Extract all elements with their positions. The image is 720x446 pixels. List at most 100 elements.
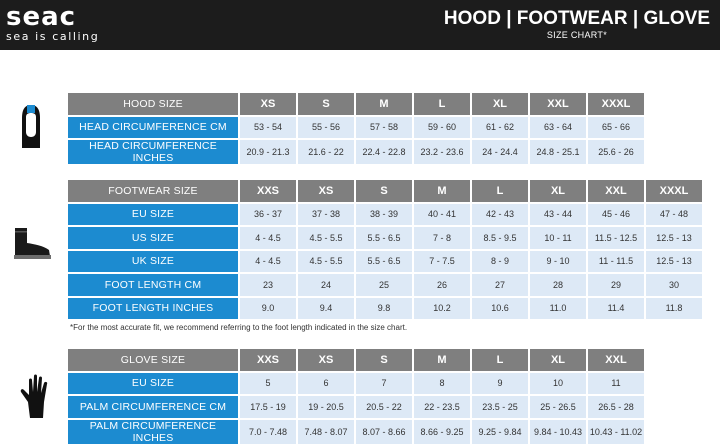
footwear-cell: 5.5 - 6.5 — [356, 227, 412, 249]
glove-cell: 9.25 - 9.84 — [472, 419, 528, 444]
footwear-cell: 8 - 9 — [472, 250, 528, 272]
footwear-cell: 11.0 — [530, 297, 586, 319]
glove-cell: 7.48 - 8.07 — [298, 419, 354, 444]
footwear-size-header: XS — [298, 180, 354, 202]
footwear-row-label: EU SIZE — [68, 203, 238, 225]
footwear-row-label: FOOT LENGTH INCHES — [68, 297, 238, 319]
hood-size-header: XXXL — [588, 93, 644, 115]
hood-cell: 55 - 56 — [298, 116, 354, 138]
glove-size-header: XXL — [588, 349, 644, 371]
hood-cell: 24.8 - 25.1 — [530, 140, 586, 164]
glove-cell: 8.07 - 8.66 — [356, 419, 412, 444]
footwear-cell: 11.4 — [588, 297, 644, 319]
footwear-cell: 4 - 4.5 — [240, 227, 296, 249]
footwear-cell: 4.5 - 5.5 — [298, 227, 354, 249]
footwear-row-label: FOOT LENGTH CM — [68, 274, 238, 296]
glove-size-header: M — [414, 349, 470, 371]
glove-size-header: XXS — [240, 349, 296, 371]
footwear-row-label: US SIZE — [68, 227, 238, 249]
glove-cell: 10.43 - 11.02 — [588, 419, 644, 444]
hood-cell: 63 - 64 — [530, 116, 586, 138]
dive-boot-icon — [12, 226, 52, 265]
hood-cell: 65 - 66 — [588, 116, 644, 138]
footwear-cell: 4.5 - 5.5 — [298, 250, 354, 272]
glove-cell: 11 — [588, 372, 644, 394]
glove-cell: 8 — [414, 372, 470, 394]
footwear-cell: 30 — [646, 274, 702, 296]
footwear-size-header: M — [414, 180, 470, 202]
footwear-cell: 36 - 37 — [240, 203, 296, 225]
footwear-cell: 43 - 44 — [530, 203, 586, 225]
footwear-size-header: L — [472, 180, 528, 202]
footwear-cell: 5.5 - 6.5 — [356, 250, 412, 272]
footwear-size-table: FOOTWEAR SIZE XXS XS S M L XL XXL XXXL EU SIZE 36 … — [66, 178, 704, 321]
hood-cell: 23.2 - 23.6 — [414, 140, 470, 164]
hood-header-label: HOOD SIZE — [68, 93, 238, 115]
hood-cell: 21.6 - 22 — [298, 140, 354, 164]
hood-size-header: XL — [472, 93, 528, 115]
glove-cell: 7.0 - 7.48 — [240, 419, 296, 444]
glove-cell: 5 — [240, 372, 296, 394]
brand-name: seac — [6, 2, 77, 32]
hood-row-label: HEAD CIRCUMFERENCE INCHES — [68, 140, 238, 164]
glove-row: PALM CIRCUMFERENCE INCHES 7.0 - 7.48 7.48 … — [68, 419, 644, 444]
hood-cell: 24 - 24.4 — [472, 140, 528, 164]
footwear-cell: 9 - 10 — [530, 250, 586, 272]
footwear-cell: 7 - 7.5 — [414, 250, 470, 272]
glove-cell: 23.5 - 25 — [472, 396, 528, 418]
footwear-cell: 9.4 — [298, 297, 354, 319]
glove-row-label: EU SIZE — [68, 372, 238, 394]
footwear-header-label: FOOTWEAR SIZE — [68, 180, 238, 202]
glove-cell: 9 — [472, 372, 528, 394]
footwear-cell: 24 — [298, 274, 354, 296]
footwear-size-header: XXXL — [646, 180, 702, 202]
footwear-row-label: UK SIZE — [68, 250, 238, 272]
glove-row: PALM CIRCUMFERENCE CM 17.5 - 19 19 - 20.5 2… — [68, 396, 644, 418]
footwear-cell: 9.0 — [240, 297, 296, 319]
glove-header-row: GLOVE SIZE XXS XS S M L XL XXL — [68, 349, 644, 371]
footwear-row: FOOT LENGTH INCHES 9.0 9.4 9.8 10.2 10.6 11.0 1… — [68, 297, 702, 319]
brand-tagline: sea is calling — [6, 30, 100, 43]
hood-header-row: HOOD SIZE XS S M L XL XXL XXXL — [68, 93, 644, 115]
hood-size-header: XXL — [530, 93, 586, 115]
glove-cell: 22 - 23.5 — [414, 396, 470, 418]
hood-row: HEAD CIRCUMFERENCE CM 53 - 54 55 - 56 57 - … — [68, 116, 644, 138]
glove-size-header: S — [356, 349, 412, 371]
footwear-cell: 29 — [588, 274, 644, 296]
footwear-cell: 37 - 38 — [298, 203, 354, 225]
footwear-row: US SIZE 4 - 4.5 4.5 - 5.5 5.5 - 6.5 7 - 8 8.5… — [68, 227, 702, 249]
glove-cell: 20.5 - 22 — [356, 396, 412, 418]
footwear-cell: 28 — [530, 274, 586, 296]
footwear-size-header: XL — [530, 180, 586, 202]
hood-cell: 61 - 62 — [472, 116, 528, 138]
glove-cell: 26.5 - 28 — [588, 396, 644, 418]
hood-cell: 57 - 58 — [356, 116, 412, 138]
glove-cell: 17.5 - 19 — [240, 396, 296, 418]
hood-size-header: S — [298, 93, 354, 115]
hood-cell: 53 - 54 — [240, 116, 296, 138]
footwear-cell: 12.5 - 13 — [646, 250, 702, 272]
footwear-row: EU SIZE 36 - 37 37 - 38 38 - 39 40 - 41 42 - … — [68, 203, 702, 225]
hood-size-table: HOOD SIZE XS S M L XL XXL XXXL HEAD CIRCUMFERENC… — [66, 91, 646, 166]
glove-size-header: XL — [530, 349, 586, 371]
glove-cell: 8.66 - 9.25 — [414, 419, 470, 444]
brand-logo[interactable]: seac sea is calling — [6, 4, 99, 44]
footwear-cell: 38 - 39 — [356, 203, 412, 225]
page-title: HOOD | FOOTWEAR | GLOVE — [443, 8, 710, 29]
footwear-cell: 47 - 48 — [646, 203, 702, 225]
page-subtitle: SIZE CHART* — [546, 30, 608, 40]
header-bar: seac sea is calling HOOD | FOOTWEAR | GL… — [0, 0, 720, 50]
footwear-cell: 25 — [356, 274, 412, 296]
glove-row: EU SIZE 5 6 7 8 9 10 11 — [68, 372, 644, 394]
footwear-header-row: FOOTWEAR SIZE XXS XS S M L XL XXL XXXL — [68, 180, 702, 202]
footwear-cell: 9.8 — [356, 297, 412, 319]
glove-row-label: PALM CIRCUMFERENCE INCHES — [68, 419, 238, 444]
glove-cell: 7 — [356, 372, 412, 394]
fit-note: *For the most accurate fit, we recommend… — [70, 323, 408, 332]
hood-cell: 22.4 - 22.8 — [356, 140, 412, 164]
footwear-cell: 11 - 11.5 — [588, 250, 644, 272]
hood-cell: 20.9 - 21.3 — [240, 140, 296, 164]
glove-cell: 9.84 - 10.43 — [530, 419, 586, 444]
footwear-cell: 40 - 41 — [414, 203, 470, 225]
glove-row-label: PALM CIRCUMFERENCE CM — [68, 396, 238, 418]
